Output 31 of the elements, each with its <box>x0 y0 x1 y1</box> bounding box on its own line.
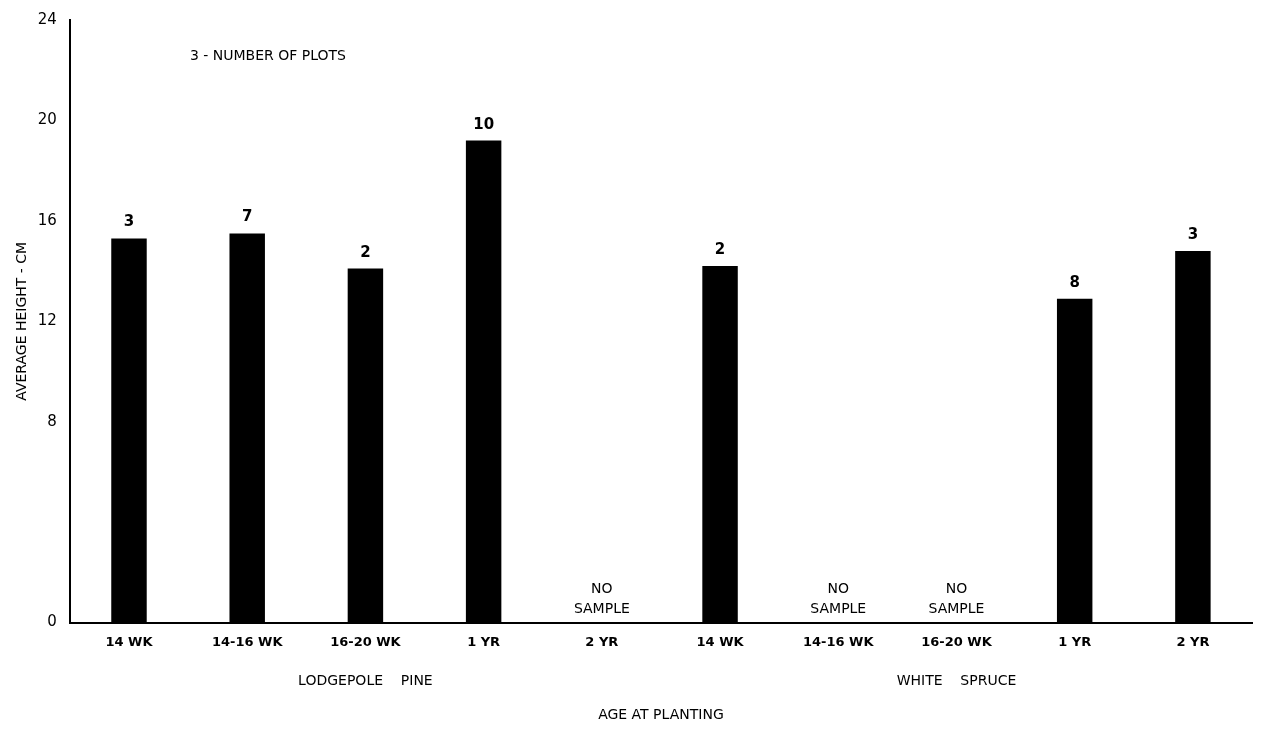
x-tick-label: 14-16 WK <box>802 633 875 649</box>
x-tick-label: 1 YR <box>467 633 501 649</box>
annotation: 7 <box>241 207 253 226</box>
y-tick-label: 24 <box>37 9 57 28</box>
annotation: 8 <box>1069 272 1080 291</box>
annotation: 2 <box>360 242 371 261</box>
x-axis-title: AGE AT PLANTING <box>598 706 724 723</box>
text: WHITE SPRUCE <box>896 671 1017 688</box>
y-tick-label: 12 <box>37 311 57 330</box>
y-tick-label: 16 <box>37 210 57 229</box>
x-tick-label: 14-16 WK <box>211 633 284 649</box>
annotation: NO SAMPLE <box>810 579 867 616</box>
annotation: 2 <box>714 240 726 259</box>
y-tick-label: 8 <box>47 411 57 430</box>
annotation: 3 <box>123 212 135 231</box>
x-tick-label: 16-20 WK <box>330 633 402 649</box>
x-tick-label: 2 YR <box>585 633 619 649</box>
text: LODGEPOLE PINE <box>298 671 433 688</box>
x-tick-label: 2 YR <box>1176 633 1210 649</box>
annotation: 3 - NUMBER OF PLOTS <box>189 47 347 63</box>
annotation: NO SAMPLE <box>573 579 630 616</box>
y-tick-label: 20 <box>37 110 57 129</box>
x-tick-label: 14 WK <box>696 633 745 649</box>
annotation: 3 <box>1187 225 1199 243</box>
annotation: NO SAMPLE <box>928 579 985 616</box>
x-tick-label: 14 WK <box>105 633 154 649</box>
x-tick-label: 1 YR <box>1058 633 1092 649</box>
x-tick-label: 16-20 WK <box>921 633 993 649</box>
annotation: 10 <box>473 114 495 133</box>
y-tick-label: 0 <box>47 612 57 631</box>
y-axis-title: AVERAGE HEIGHT - CM <box>13 241 30 401</box>
